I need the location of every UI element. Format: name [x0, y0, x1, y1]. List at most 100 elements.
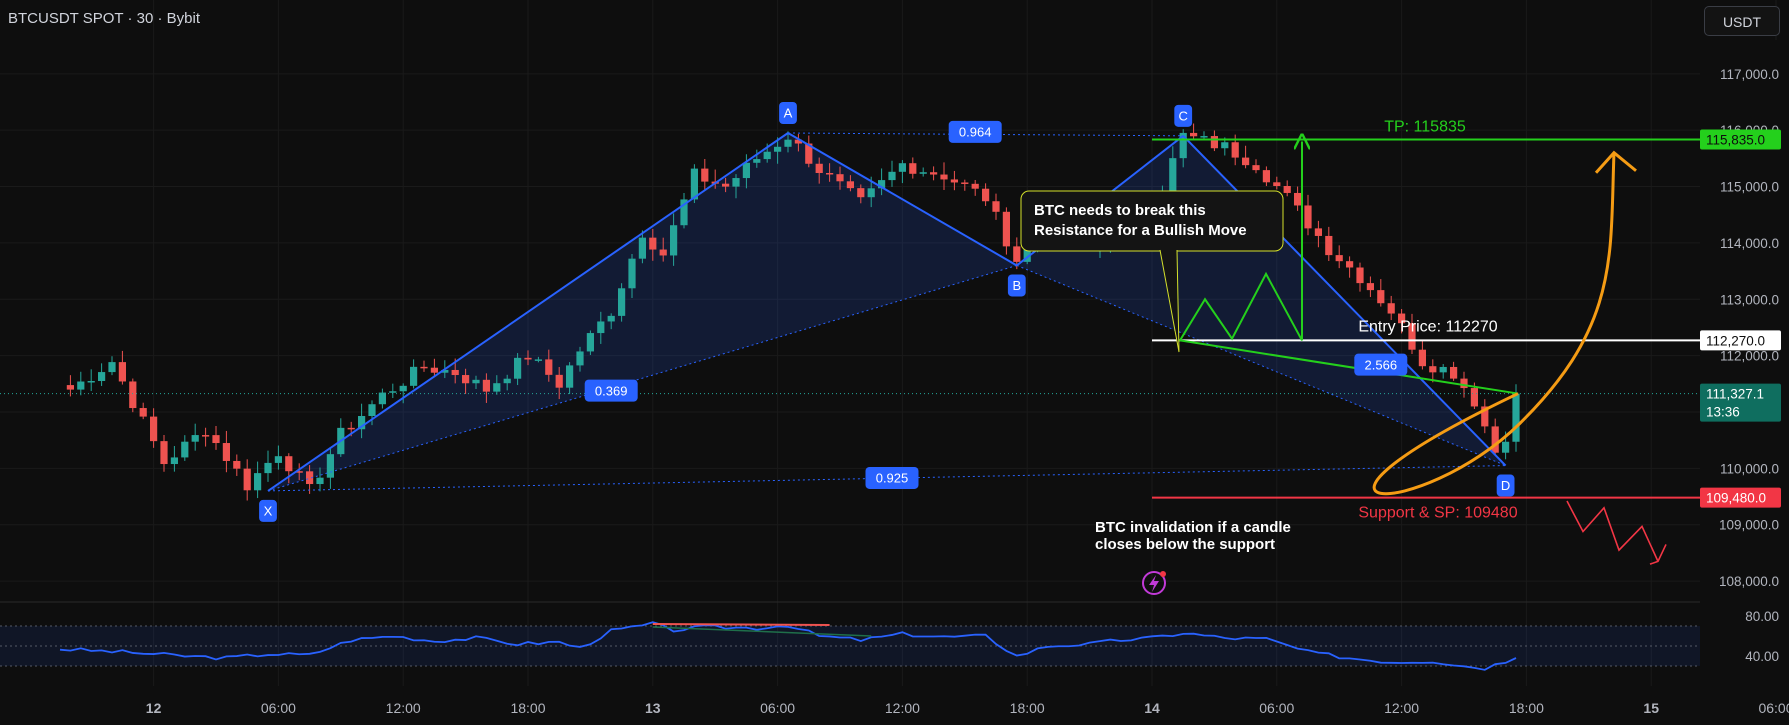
candle[interactable]	[1366, 276, 1374, 298]
candle[interactable]	[212, 425, 220, 450]
candle[interactable]	[170, 445, 178, 472]
candle[interactable]	[971, 179, 979, 196]
candle[interactable]	[399, 383, 407, 404]
support-price-tag[interactable]: 109,480.0	[1700, 487, 1781, 508]
candle[interactable]	[940, 162, 948, 190]
candle[interactable]	[1013, 237, 1021, 270]
candle[interactable]	[389, 383, 397, 399]
candle[interactable]	[607, 313, 615, 330]
candle[interactable]	[618, 283, 626, 322]
candle[interactable]	[1491, 418, 1499, 456]
candle[interactable]	[285, 453, 293, 484]
candle[interactable]	[503, 374, 511, 391]
candle[interactable]	[254, 461, 262, 499]
candle[interactable]	[139, 402, 147, 420]
candle[interactable]	[326, 447, 334, 489]
candle[interactable]	[534, 356, 542, 363]
candle[interactable]	[420, 360, 428, 372]
candle[interactable]	[1252, 159, 1260, 174]
candle[interactable]	[1242, 145, 1250, 169]
candle[interactable]	[805, 135, 813, 168]
candle[interactable]	[576, 346, 584, 372]
candle[interactable]	[670, 213, 678, 266]
candle[interactable]	[1408, 313, 1416, 354]
candle[interactable]	[1273, 176, 1281, 190]
candle[interactable]	[295, 463, 303, 481]
candle[interactable]	[514, 353, 522, 386]
candle[interactable]	[233, 454, 241, 476]
candle[interactable]	[1210, 130, 1218, 152]
candle[interactable]	[430, 358, 438, 378]
candle[interactable]	[129, 378, 137, 413]
candle[interactable]	[1387, 295, 1395, 321]
candle[interactable]	[857, 184, 865, 204]
candle[interactable]	[950, 170, 958, 191]
candle[interactable]	[472, 375, 480, 390]
candle[interactable]	[982, 183, 990, 206]
candle[interactable]	[482, 373, 490, 403]
candle[interactable]	[150, 408, 158, 448]
candle[interactable]	[774, 137, 782, 164]
candle[interactable]	[753, 149, 761, 168]
candle[interactable]	[680, 192, 688, 229]
candle[interactable]	[545, 349, 553, 382]
candle[interactable]	[836, 166, 844, 190]
candle[interactable]	[555, 366, 563, 400]
candle[interactable]	[961, 179, 969, 191]
candle[interactable]	[898, 160, 906, 184]
candle[interactable]	[493, 375, 501, 395]
candle[interactable]	[784, 131, 792, 153]
candle[interactable]	[628, 254, 636, 298]
candle[interactable]	[181, 435, 189, 461]
candle[interactable]	[1429, 359, 1437, 383]
candle[interactable]	[815, 157, 823, 184]
candle[interactable]	[1398, 308, 1406, 334]
candle[interactable]	[118, 350, 126, 385]
candle[interactable]	[566, 362, 574, 395]
candle[interactable]	[462, 368, 470, 394]
candle[interactable]	[930, 166, 938, 181]
lightning-icon[interactable]	[1142, 571, 1166, 595]
candle[interactable]	[1294, 186, 1302, 211]
time-axis[interactable]: 12 06:00 12:00 18:00 13 06:00 12:00 18:00 14 06:0…	[0, 686, 1789, 725]
candle[interactable]	[378, 388, 386, 409]
candle[interactable]	[826, 163, 834, 182]
candle[interactable]	[1283, 180, 1291, 197]
candle[interactable]	[108, 356, 116, 376]
candle[interactable]	[649, 229, 657, 261]
candle[interactable]	[701, 159, 709, 190]
current-price-tag[interactable]: 111,327.1 13:36	[1700, 383, 1781, 422]
candle[interactable]	[659, 237, 667, 262]
candle[interactable]	[1418, 340, 1426, 370]
candle[interactable]	[368, 400, 376, 426]
candle[interactable]	[742, 154, 750, 189]
candle[interactable]	[191, 423, 199, 451]
candle[interactable]	[306, 465, 314, 494]
candle[interactable]	[1304, 194, 1312, 236]
candle[interactable]	[243, 459, 251, 501]
symbol-title[interactable]: BTCUSDT SPOT · 30 · Bybit	[8, 10, 200, 27]
candle[interactable]	[87, 369, 95, 392]
candle[interactable]	[1346, 256, 1354, 278]
candle[interactable]	[160, 435, 168, 472]
candle[interactable]	[1314, 220, 1322, 248]
candle[interactable]	[888, 160, 896, 187]
candle[interactable]	[638, 230, 646, 264]
price-axis[interactable]: 108,000.0109,000.0110,000.0111,000.0112,…	[1700, 40, 1789, 686]
candle[interactable]	[98, 363, 106, 386]
candle[interactable]	[1002, 207, 1010, 255]
candle[interactable]	[919, 167, 927, 177]
candle[interactable]	[77, 371, 85, 396]
candle[interactable]	[264, 450, 272, 482]
candle[interactable]	[878, 168, 886, 196]
candle[interactable]	[732, 174, 740, 199]
candle[interactable]	[274, 445, 282, 470]
entry-price-tag[interactable]: 112,270.0	[1700, 330, 1781, 351]
candle[interactable]	[1190, 123, 1198, 139]
candlesticks[interactable]	[66, 123, 1520, 501]
candle[interactable]	[1335, 245, 1343, 269]
candle[interactable]	[1377, 279, 1385, 307]
candle[interactable]	[1439, 364, 1447, 379]
candle[interactable]	[222, 430, 230, 473]
